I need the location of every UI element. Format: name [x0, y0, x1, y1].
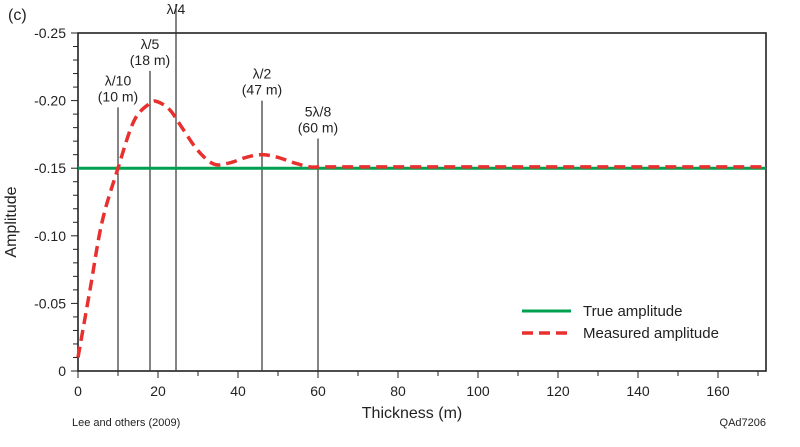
series-line-measured	[76, 99, 766, 358]
figure-id: QAd7206	[720, 417, 766, 429]
x-tick-label: 140	[626, 383, 650, 399]
y-tick-label: -0.15	[34, 160, 66, 176]
y-tick-label: -0.05	[34, 295, 66, 311]
annotation-label: λ/5	[141, 36, 160, 52]
y-tick-label: -0.25	[34, 25, 66, 41]
annotation-label: λ/10	[105, 72, 132, 88]
annotation-sublabel: (10 m)	[98, 88, 138, 104]
credit-text: Lee and others (2009)	[72, 417, 180, 429]
x-tick-label: 60	[310, 383, 326, 399]
legend-label: Measured amplitude	[583, 325, 719, 342]
x-tick-label: 120	[546, 383, 570, 399]
y-tick-label: -0.10	[34, 228, 66, 244]
legend-label: True amplitude	[583, 303, 683, 320]
x-tick-label: 20	[150, 383, 166, 399]
x-tick-label: 160	[706, 383, 730, 399]
y-tick-label: -0.20	[34, 93, 66, 109]
annotation-sublabel: (47 m)	[242, 82, 282, 98]
x-axis-label: Thickness (m)	[362, 405, 462, 422]
annotation-label: 5λ/8	[305, 103, 332, 119]
annotation-label: λ/4	[167, 1, 186, 17]
annotation-label: λ/2	[253, 66, 272, 82]
x-tick-label: 0	[74, 383, 82, 399]
x-tick-label: 100	[466, 383, 490, 399]
y-tick-label: 0	[58, 363, 66, 379]
panel-label: (c)	[8, 7, 27, 24]
y-axis-label: Amplitude	[3, 186, 20, 257]
plot-frame	[77, 32, 767, 372]
annotation-sublabel: (60 m)	[298, 119, 338, 135]
annotation-sublabel: (18 m)	[130, 52, 170, 68]
x-tick-label: 80	[390, 383, 406, 399]
x-tick-label: 40	[230, 383, 246, 399]
